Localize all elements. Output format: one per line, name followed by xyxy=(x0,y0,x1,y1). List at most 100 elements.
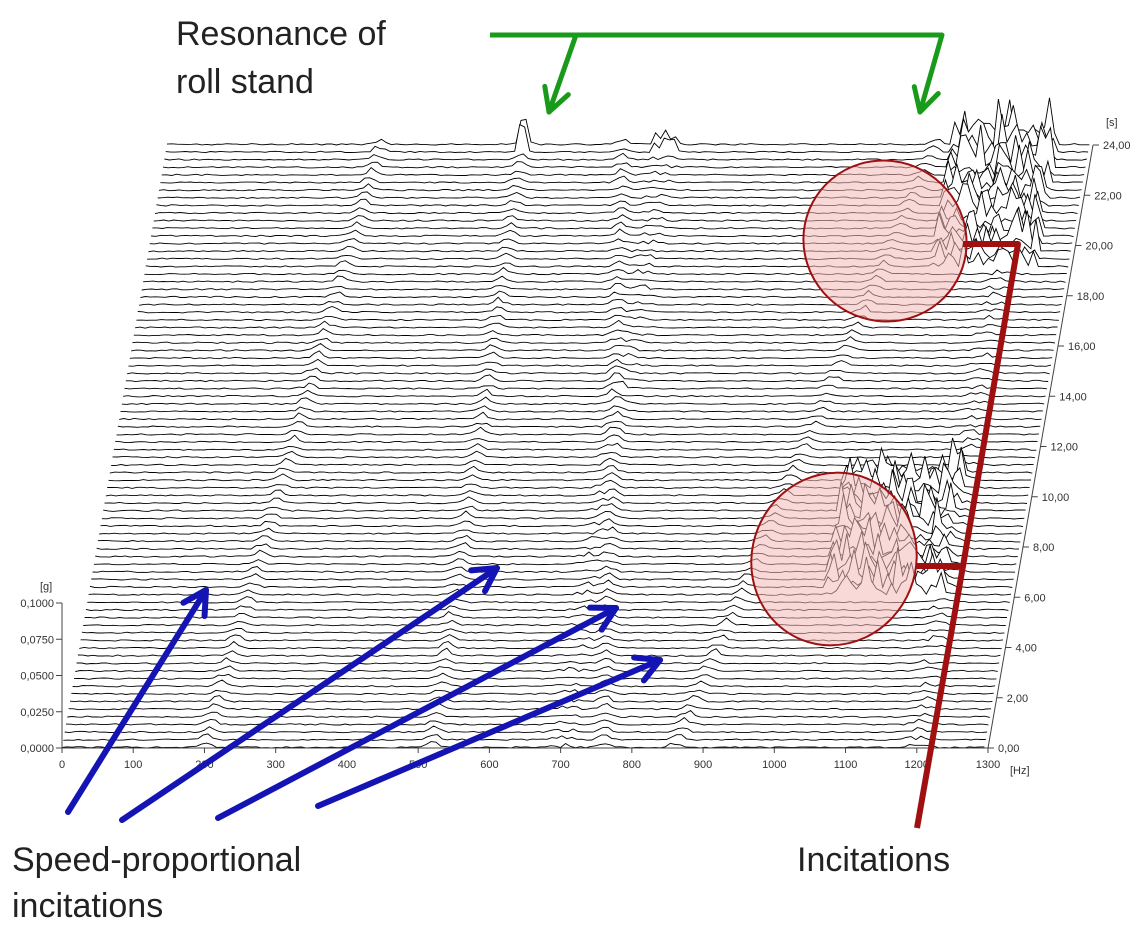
resonance-arrow-2-head xyxy=(911,84,941,115)
speed-arrow-1 xyxy=(65,587,209,815)
tick-labels: 0100200300400500600700800900100011001200… xyxy=(20,117,1130,777)
resonance-arrow-1-head xyxy=(542,83,571,115)
spectrum-trace xyxy=(71,689,994,696)
spectrum-trace-mask xyxy=(87,596,1014,604)
spectrum-trace xyxy=(113,442,1037,451)
spectrum-trace-mask xyxy=(85,604,1012,612)
spectrum-trace-mask xyxy=(163,124,1090,169)
time-tick-label: 6,00 xyxy=(1024,592,1045,604)
x-tick-label: 800 xyxy=(623,759,641,771)
amplitude-axis-unit: [g] xyxy=(40,581,52,593)
spectrum-trace xyxy=(76,657,1000,665)
spectrum-trace xyxy=(64,725,988,734)
spectrum-trace-mask xyxy=(145,241,1072,269)
amplitude-tick-label: 0,0750 xyxy=(20,634,54,646)
time-tick-label: 16,00 xyxy=(1068,341,1096,353)
spectrum-trace-mask xyxy=(64,726,991,734)
spectrum-trace xyxy=(73,672,997,680)
spectrum-trace xyxy=(165,99,1089,154)
spectrum-trace xyxy=(125,372,1049,383)
spectrum-trace xyxy=(120,405,1043,413)
spectrum-trace xyxy=(117,420,1041,428)
x-tick-label: 600 xyxy=(480,759,498,771)
spectrum-trace-mask xyxy=(65,717,992,727)
time-tick-label: 14,00 xyxy=(1059,391,1087,403)
spectrum-trace xyxy=(77,647,1001,657)
x-tick-label: 300 xyxy=(267,759,285,771)
spectrum-trace-mask xyxy=(157,165,1084,200)
spectrum-trace-mask xyxy=(83,618,1010,627)
amplitude-tick-label: 0,0000 xyxy=(20,743,54,755)
spectrum-trace xyxy=(63,733,986,741)
spectrum-trace xyxy=(135,319,1058,329)
speed-label-line2: incitations xyxy=(12,887,164,925)
speed-arrow-4 xyxy=(315,657,663,809)
spectrum-trace-mask xyxy=(152,194,1079,230)
spectrum-trace-mask xyxy=(115,434,1042,444)
time-tick-label: 22,00 xyxy=(1094,190,1122,202)
spectrum-trace xyxy=(75,665,998,673)
spectrum-trace xyxy=(115,434,1038,444)
spectrum-trace xyxy=(166,97,1090,146)
spectrum-trace-mask xyxy=(124,381,1051,391)
spectrum-trace xyxy=(164,114,1087,161)
spectrum-trace xyxy=(69,695,993,703)
time-tick-label: 12,00 xyxy=(1051,442,1079,454)
spectrum-trace xyxy=(72,679,996,688)
axes xyxy=(56,144,1099,753)
amplitude-tick-label: 0,0500 xyxy=(20,671,54,683)
spectrum-trace xyxy=(131,342,1054,352)
spectrum-trace-mask xyxy=(84,611,1011,620)
spectrum-trace-mask xyxy=(112,451,1039,459)
spectrum-trace-mask xyxy=(131,343,1058,353)
x-tick-label: 700 xyxy=(551,759,569,771)
spectrum-trace-mask xyxy=(117,421,1044,429)
spectrum-trace xyxy=(124,380,1047,390)
x-tick-label: 1000 xyxy=(762,759,786,771)
time-tick-label: 10,00 xyxy=(1042,492,1070,504)
incitation-bracket xyxy=(916,241,1021,569)
spectrum-trace xyxy=(127,365,1050,375)
resonance-arrow-2 xyxy=(917,32,945,115)
spectrum-trace-mask xyxy=(92,541,1019,574)
annotation-arrows xyxy=(65,32,1021,829)
incitation-stem xyxy=(914,565,966,829)
spectrum-trace-mask xyxy=(167,97,1093,146)
incitations-label: Incitations xyxy=(797,841,951,879)
spectrum-trace xyxy=(123,388,1046,398)
spectrum-trace-mask xyxy=(75,665,1002,673)
spectrum-trace xyxy=(121,396,1045,405)
spectrum-trace xyxy=(108,446,1032,482)
spectrum-trace xyxy=(128,358,1052,367)
time-tick-label: 4,00 xyxy=(1016,643,1037,655)
time-tick-label: 8,00 xyxy=(1033,542,1054,554)
time-axis-unit: [s] xyxy=(1106,117,1118,129)
resonance-arrow-1 xyxy=(546,32,579,115)
incitation-ellipse-1 xyxy=(802,159,968,323)
spectrum-trace xyxy=(112,450,1035,459)
amplitude-tick-label: 0,1000 xyxy=(20,598,54,610)
spectrum-trace-mask xyxy=(127,365,1054,375)
spectrum-trace-mask xyxy=(105,463,1032,498)
spectrum-trace-mask xyxy=(128,359,1055,368)
spectrum-trace-mask xyxy=(120,405,1047,414)
spectrum-trace xyxy=(116,426,1039,436)
spectrum-trace-mask xyxy=(116,427,1043,437)
speed-arrow-2 xyxy=(119,565,500,823)
resonance-label-line1: Resonance of xyxy=(176,15,386,53)
incitation-ellipse-2 xyxy=(750,471,918,647)
speed-arrow-1-head xyxy=(180,587,209,619)
speed-arrow-2-head xyxy=(468,565,500,595)
spectrum-trace xyxy=(107,455,1030,489)
spectrum-trace-mask xyxy=(119,411,1046,421)
x-tick-label: 1200 xyxy=(905,759,929,771)
spectrum-trace-mask xyxy=(136,315,1063,322)
x-tick-label: 100 xyxy=(124,759,142,771)
spectrum-trace xyxy=(162,124,1086,169)
spectrum-trace xyxy=(133,328,1057,337)
spectrum-trace-mask xyxy=(89,547,1016,589)
spectrum-trace xyxy=(161,141,1085,177)
spectrum-trace-mask xyxy=(121,396,1048,406)
